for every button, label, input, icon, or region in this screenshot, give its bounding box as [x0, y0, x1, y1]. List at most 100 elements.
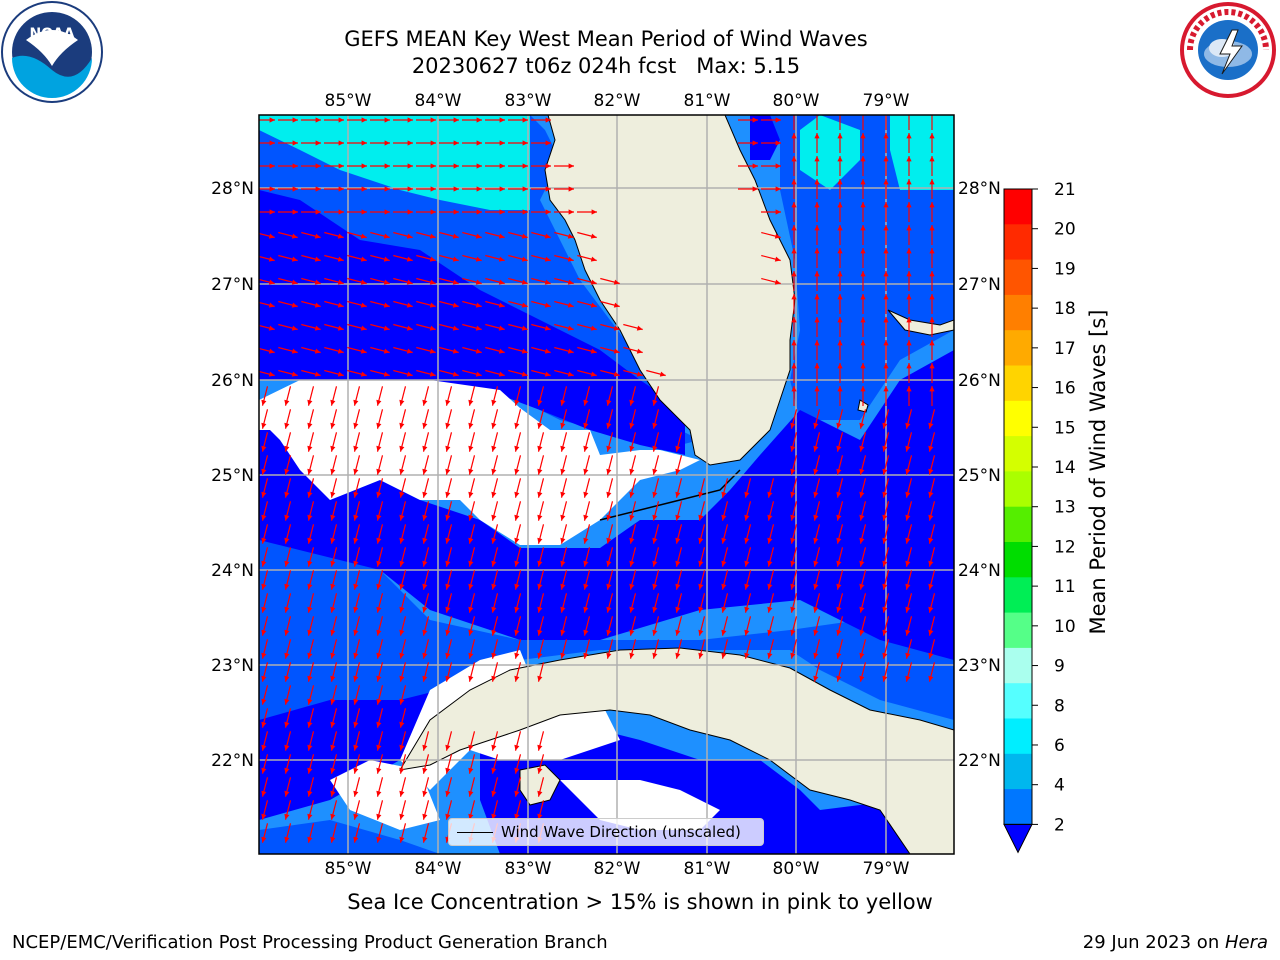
wave-arrow-head [836, 606, 842, 613]
wave-arrow-head [837, 271, 843, 277]
wave-arrow-head [906, 202, 912, 208]
wave-arrow-head [284, 836, 290, 843]
lat-tick-left: 23°N [211, 656, 254, 676]
wave-arrow-head [521, 325, 528, 331]
wave-arrow-head [906, 294, 912, 300]
wave-arrow-head [929, 294, 935, 300]
wave-arrow-head [514, 399, 520, 406]
wave-arrow-head [721, 652, 727, 659]
colorbar-extend-arrow [1003, 823, 1033, 854]
wave-arrow-head [499, 140, 505, 146]
wave-arrow-head [422, 445, 428, 452]
wave-arrow-head [399, 560, 405, 567]
wave-arrow-head [330, 445, 336, 452]
wave-arrow-head [491, 422, 497, 429]
wave-arrow-head [268, 233, 275, 239]
legend-line-icon [457, 832, 493, 833]
wave-arrow-head [430, 209, 436, 215]
wave-arrow-head [767, 652, 773, 659]
wave-arrow-head [353, 445, 359, 452]
wave-arrow-head [468, 491, 474, 498]
wave-arrow-head [774, 233, 781, 239]
wave-arrow-head [422, 790, 428, 797]
wave-arrow-head [498, 279, 505, 285]
wave-arrow-head [860, 179, 866, 185]
wave-arrow-head [629, 491, 635, 498]
wave-arrow-head [399, 813, 405, 820]
wave-arrow-head [284, 491, 290, 498]
wave-arrow-head [383, 348, 390, 354]
wave-arrow-head [491, 399, 497, 406]
wave-arrow-head [883, 340, 889, 346]
lat-tick-left: 26°N [211, 371, 254, 391]
wave-arrow-head [422, 560, 428, 567]
wave-arrow-head [545, 140, 551, 146]
wave-arrow-head [790, 491, 796, 498]
wave-arrow-head [790, 422, 796, 429]
wave-arrow-head [545, 163, 551, 169]
wave-arrow-head [445, 514, 451, 521]
colorbar-tick-label: 13 [1054, 498, 1076, 518]
wave-arrow-head [291, 348, 298, 354]
wave-arrow-head [836, 652, 842, 659]
wave-arrow-head [775, 117, 781, 123]
wave-arrow-head [491, 675, 497, 682]
wave-arrow-head [929, 202, 935, 208]
wave-arrow-head [330, 790, 336, 797]
wave-arrow-head [814, 248, 820, 254]
wave-arrow-head [491, 606, 497, 613]
wave-arrow-head [261, 491, 267, 498]
wave-arrow-head [468, 514, 474, 521]
wave-arrow-head [307, 721, 313, 728]
wave-arrow-head [544, 348, 551, 354]
wave-arrow-head [430, 163, 436, 169]
wave-arrow-head [476, 209, 482, 215]
wave-arrow-head [928, 652, 934, 659]
colorbar-tick-label: 11 [1054, 577, 1076, 597]
wave-arrow-head [521, 348, 528, 354]
wave-arrow-head [791, 317, 797, 323]
wave-arrow-head [929, 179, 935, 185]
wave-arrow-head [905, 491, 911, 498]
wave-arrow-head [399, 652, 405, 659]
wave-arrow-head [522, 209, 528, 215]
wave-arrow-head [468, 560, 474, 567]
wave-arrow-head [376, 813, 382, 820]
wave-arrow-head [468, 468, 474, 475]
colorbar-segment [1004, 365, 1032, 402]
colorbar-segment [1004, 577, 1032, 614]
wave-arrow-head [498, 371, 505, 377]
wave-arrow-head [790, 629, 796, 636]
wave-arrow-head [476, 186, 482, 192]
wave-arrow-head [330, 813, 336, 820]
wave-arrow-head [514, 514, 520, 521]
wave-arrow-head [353, 675, 359, 682]
wave-arrow-head [767, 583, 773, 590]
wave-arrow-head [698, 606, 704, 613]
wave-arrow-head [399, 422, 405, 429]
wave-arrow-head [284, 583, 290, 590]
wave-arrow-head [399, 445, 405, 452]
colorbar-segment [1004, 330, 1032, 366]
wave-arrow-head [698, 652, 704, 659]
wave-arrow-head [445, 491, 451, 498]
wave-arrow-head [675, 583, 681, 590]
wave-arrow-head [883, 202, 889, 208]
colorbar-tick-label: 2 [1054, 815, 1065, 835]
wave-arrow-head [837, 363, 843, 369]
wave-arrow-head [422, 652, 428, 659]
wave-arrow-head [613, 371, 620, 377]
wave-arrow-head [837, 294, 843, 300]
wave-arrow-head [522, 140, 528, 146]
wave-arrow-head [698, 537, 704, 544]
wave-arrow-head [813, 468, 819, 475]
wave-arrow-head [606, 468, 612, 475]
lat-tick-right: 27°N [958, 275, 1001, 295]
wave-arrow-head [514, 537, 520, 544]
wave-arrow-head [261, 399, 267, 406]
wave-arrow-head [468, 537, 474, 544]
wave-arrow-head [606, 652, 612, 659]
wave-arrow-head [353, 836, 359, 843]
wave-arrow-head [859, 537, 865, 544]
wave-arrow-head [284, 445, 290, 452]
